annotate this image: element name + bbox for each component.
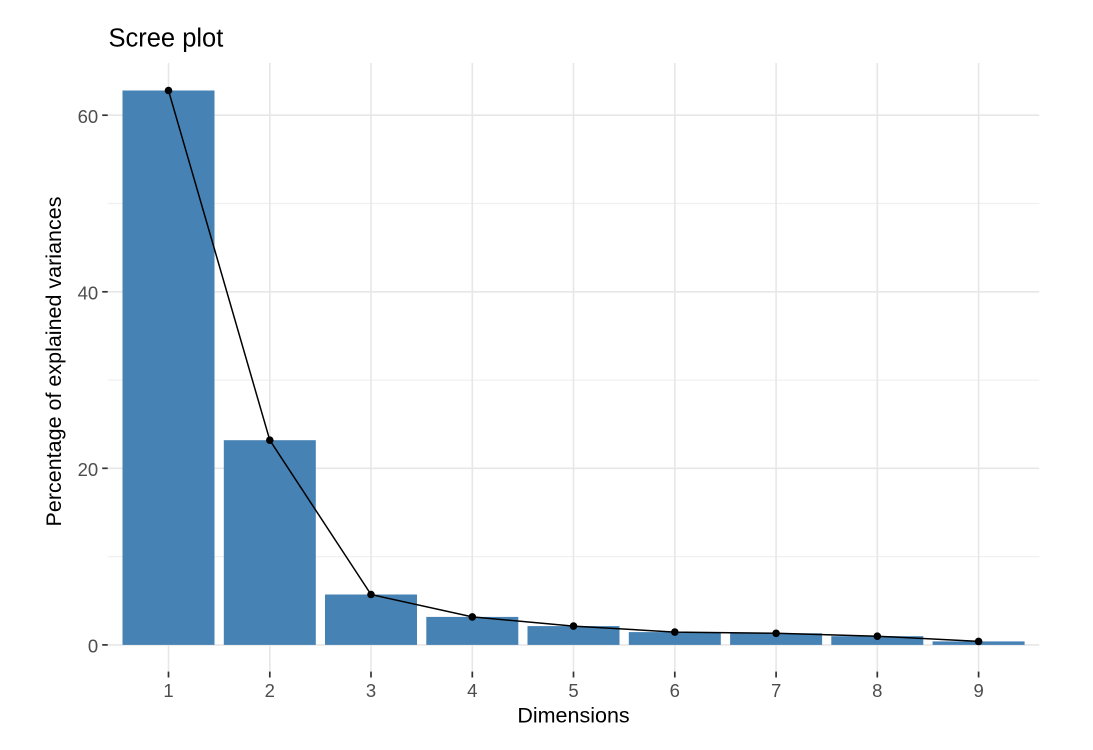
svg-text:4: 4	[467, 680, 477, 701]
svg-text:8: 8	[872, 680, 882, 701]
svg-text:7: 7	[771, 680, 781, 701]
svg-text:6: 6	[670, 680, 680, 701]
svg-text:60: 60	[78, 106, 99, 127]
svg-text:Dimensions: Dimensions	[517, 704, 629, 728]
svg-text:1: 1	[163, 680, 173, 701]
svg-text:40: 40	[78, 283, 99, 304]
svg-text:2: 2	[265, 680, 275, 701]
svg-text:20: 20	[78, 459, 99, 480]
svg-text:5: 5	[568, 680, 578, 701]
svg-text:Percentage of explained varian: Percentage of explained variances	[42, 197, 66, 527]
svg-text:Scree plot: Scree plot	[109, 25, 224, 53]
svg-text:9: 9	[973, 680, 983, 701]
svg-text:3: 3	[366, 680, 376, 701]
svg-text:0: 0	[88, 636, 98, 657]
